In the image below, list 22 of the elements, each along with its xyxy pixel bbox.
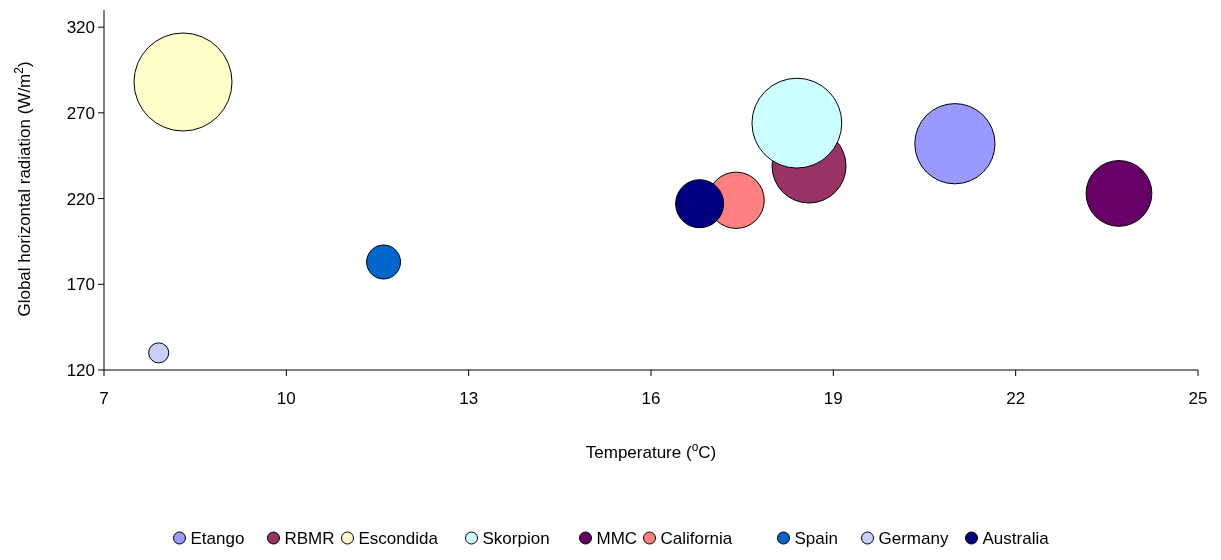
y-tick-label: 170 <box>66 275 95 295</box>
y-tick-label: 320 <box>66 18 95 38</box>
legend-label: Spain <box>794 529 838 548</box>
legend-label: Germany <box>878 529 949 548</box>
legend-label: Australia <box>982 529 1050 548</box>
x-tick-label: 10 <box>276 389 296 408</box>
y-tick-label: 220 <box>66 189 95 209</box>
y-tick-label: 270 <box>66 103 95 123</box>
x-axis-title: Temperature ($^{o}$C) <box>585 440 717 462</box>
legend-label: Skorpion <box>482 529 550 548</box>
legend-label: Escondida <box>358 529 439 548</box>
x-tick-label: 25 <box>1188 389 1208 408</box>
legend-label: MMC <box>596 529 638 548</box>
legend-label: California <box>660 529 733 548</box>
x-tick-label: 22 <box>1006 389 1026 408</box>
legend-label: Etango <box>190 529 245 548</box>
y-tick-label: 120 <box>66 360 95 380</box>
x-tick-label: 13 <box>459 389 479 408</box>
x-tick-label: 19 <box>823 389 843 408</box>
legend-label: RBMR <box>284 529 335 548</box>
x-tick-label: 16 <box>641 389 661 408</box>
x-tick-label: 7 <box>99 389 109 408</box>
